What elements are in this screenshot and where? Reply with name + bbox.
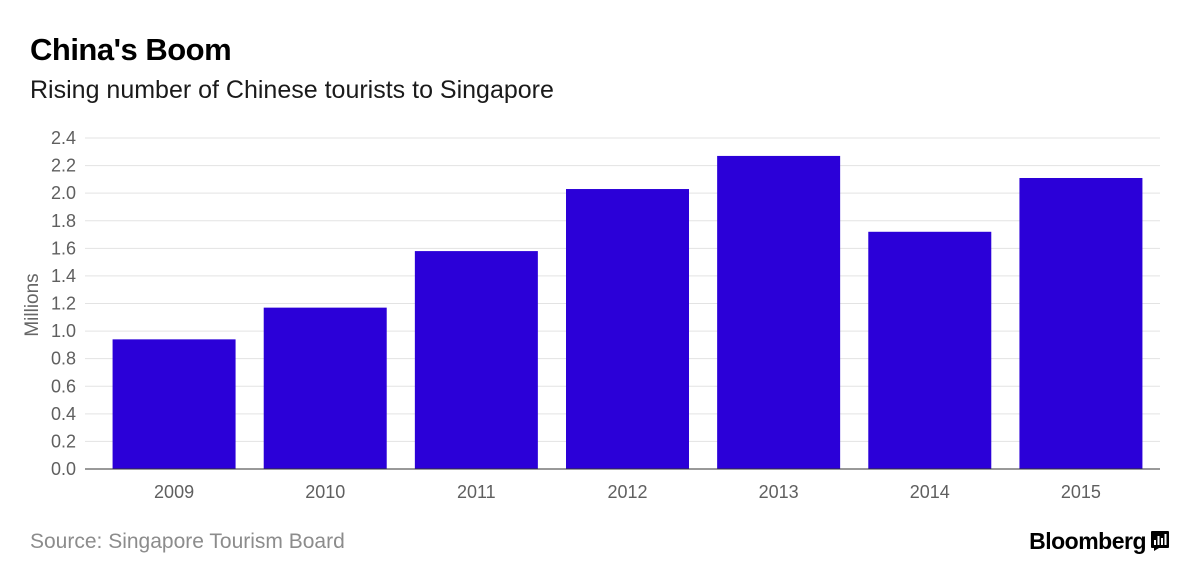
y-tick-label: 0.2 — [51, 431, 76, 451]
y-axis-ticks: 0.0 0.2 0.4 0.6 0.8 1.0 1.2 1.4 1.6 1.8 2.0 2.2 2.4 — [51, 128, 76, 479]
y-tick-label: 2.2 — [51, 156, 76, 176]
x-tick-label: 2011 — [457, 482, 496, 502]
bars — [112, 155, 1143, 469]
bar-2010 — [263, 307, 387, 469]
x-tick-label: 2009 — [154, 482, 194, 502]
y-tick-label: 0.0 — [51, 459, 76, 479]
chart-subtitle: Rising number of Chinese tourists to Sin… — [30, 76, 554, 104]
y-tick-label: 1.2 — [51, 294, 76, 314]
x-tick-label: 2015 — [1061, 482, 1101, 502]
y-tick-label: 1.6 — [51, 238, 76, 258]
bar-2011 — [414, 251, 538, 469]
bloomberg-chart-icon — [1151, 531, 1169, 551]
x-tick-label: 2014 — [910, 482, 950, 502]
bar-2012 — [566, 189, 689, 469]
bar-2015 — [1019, 177, 1143, 469]
bar-2009 — [112, 339, 236, 469]
y-tick-label: 0.8 — [51, 349, 76, 369]
chart-title: China's Boom — [30, 32, 232, 67]
bar-2014 — [868, 231, 992, 469]
x-axis-ticks: 2009 2010 2011 2012 2013 2014 2015 — [154, 482, 1101, 502]
y-tick-label: 0.6 — [51, 376, 76, 396]
y-tick-label: 1.8 — [51, 211, 76, 231]
y-tick-label: 2.0 — [51, 183, 76, 203]
y-tick-label: 0.4 — [51, 404, 76, 424]
y-axis-label: Millions — [22, 273, 43, 336]
source-note: Source: Singapore Tourism Board — [30, 530, 345, 553]
bar-2013 — [717, 155, 841, 469]
y-tick-label: 1.4 — [51, 266, 76, 286]
brand-logo: Bloomberg — [1029, 528, 1146, 554]
x-tick-label: 2012 — [607, 482, 647, 502]
x-tick-label: 2013 — [759, 482, 799, 502]
x-tick-label: 2010 — [305, 482, 345, 502]
y-tick-label: 1.0 — [51, 321, 76, 341]
y-tick-label: 2.4 — [51, 128, 76, 148]
